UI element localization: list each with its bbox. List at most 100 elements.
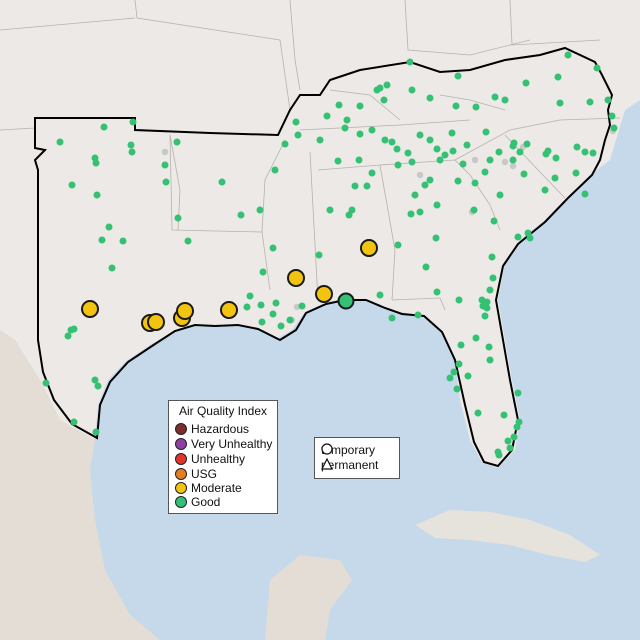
site-marker-good[interactable] [556,99,564,107]
site-marker-good[interactable] [42,379,50,387]
site-marker-good[interactable] [432,234,440,242]
site-marker-good[interactable] [481,312,489,320]
site-marker-good[interactable] [463,141,471,149]
site-marker-good[interactable] [551,174,559,182]
site-marker-good[interactable] [408,86,416,94]
site-marker-good[interactable] [506,444,514,452]
site-marker-good[interactable] [237,211,245,219]
site-marker-good[interactable] [368,126,376,134]
site-marker-good[interactable] [64,332,72,340]
site-marker-good[interactable] [416,131,424,139]
site-marker-moderate[interactable] [287,269,305,287]
site-marker-good[interactable] [316,136,324,144]
site-marker-good[interactable] [381,136,389,144]
site-marker-good[interactable] [472,334,480,342]
site-marker-good[interactable] [593,64,601,72]
site-marker-good[interactable] [92,428,100,436]
site-marker-good[interactable] [454,72,462,80]
site-marker-good[interactable] [380,96,388,104]
site-marker-good[interactable] [294,131,302,139]
site-marker-good[interactable] [383,81,391,89]
site-marker-good[interactable] [161,161,169,169]
site-marker-good[interactable] [100,123,108,131]
site-marker-good[interactable] [489,274,497,282]
site-marker-good[interactable] [610,124,618,132]
site-marker-good[interactable] [269,310,277,318]
site-marker-good[interactable] [70,418,78,426]
site-marker-good[interactable] [298,302,306,310]
site-marker-good[interactable] [368,169,376,177]
site-marker-moderate[interactable] [315,285,333,303]
site-marker-good[interactable] [449,147,457,155]
site-marker-good[interactable] [363,182,371,190]
site-marker-good[interactable] [486,156,494,164]
site-marker-good[interactable] [348,206,356,214]
site-marker-good[interactable] [335,101,343,109]
site-marker-good[interactable] [373,86,381,94]
site-marker-good[interactable] [174,214,182,222]
site-marker-good[interactable] [448,129,456,137]
site-marker-good[interactable] [406,58,414,66]
site-marker-good[interactable] [524,229,532,237]
site-marker-good[interactable] [433,145,441,153]
site-marker-good[interactable] [414,311,422,319]
site-marker-good[interactable] [119,237,127,245]
site-marker-good[interactable] [510,433,518,441]
site-marker-good[interactable] [457,341,465,349]
site-marker-good[interactable] [422,263,430,271]
site-marker-good[interactable] [277,322,285,330]
site-marker-moderate[interactable] [176,302,194,320]
site-marker-good[interactable] [326,206,334,214]
site-marker-good[interactable] [541,186,549,194]
site-marker-good[interactable] [323,112,331,120]
site-marker-good[interactable] [129,118,137,126]
site-marker-good[interactable] [421,181,429,189]
site-marker-good[interactable] [573,143,581,151]
site-marker-good[interactable] [272,299,280,307]
site-marker-good[interactable] [491,93,499,101]
site-marker-good[interactable] [513,423,521,431]
site-marker-good[interactable] [523,140,531,148]
site-marker-good[interactable] [259,268,267,276]
site-marker-good[interactable] [483,298,491,306]
site-marker-inactive[interactable] [161,148,169,156]
site-marker-good[interactable] [450,368,458,376]
site-marker-good[interactable] [482,128,490,136]
site-marker-good[interactable] [162,178,170,186]
site-marker-good[interactable] [455,296,463,304]
site-marker-good[interactable] [488,253,496,261]
site-marker-good[interactable] [514,389,522,397]
site-marker-good[interactable] [404,149,412,157]
site-marker-good[interactable] [433,288,441,296]
site-marker-good[interactable] [436,156,444,164]
site-marker-good[interactable] [500,411,508,419]
site-marker-good[interactable] [269,244,277,252]
site-marker-good[interactable] [258,318,266,326]
site-marker-good[interactable] [471,179,479,187]
site-marker-good[interactable] [93,191,101,199]
site-marker-good[interactable] [256,206,264,214]
site-marker-good[interactable] [504,437,512,445]
site-marker-good[interactable] [341,124,349,132]
site-marker-good[interactable] [411,191,419,199]
site-marker-good[interactable] [243,303,251,311]
site-marker-moderate[interactable] [220,301,238,319]
site-marker-good[interactable] [218,178,226,186]
site-marker-good[interactable] [454,177,462,185]
site-marker-good[interactable] [490,217,498,225]
site-marker-good[interactable] [486,356,494,364]
site-marker-good[interactable] [510,139,518,147]
site-marker-good[interactable] [416,208,424,216]
site-marker-good[interactable] [127,141,135,149]
site-marker-good[interactable] [426,94,434,102]
site-marker-good[interactable] [343,116,351,124]
site-marker-good[interactable] [509,156,517,164]
site-marker-good[interactable] [495,148,503,156]
site-marker-good[interactable] [351,182,359,190]
site-marker-good[interactable] [589,149,597,157]
site-marker-good[interactable] [520,170,528,178]
site-marker-good[interactable] [459,160,467,168]
site-marker-good[interactable] [486,286,494,294]
site-marker-good[interactable] [70,325,78,333]
